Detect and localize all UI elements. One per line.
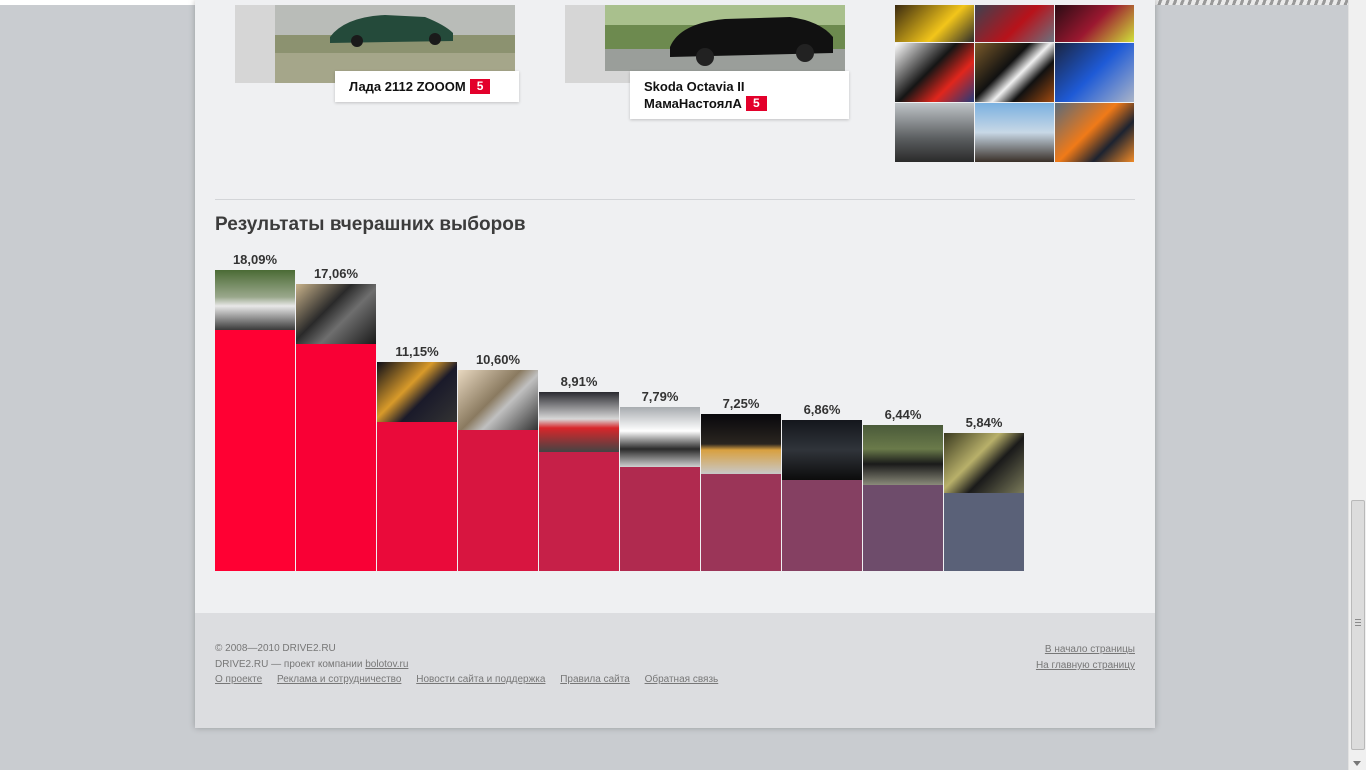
car-caption-lada[interactable]: Лада 2112 ZOOOM 5 — [335, 71, 519, 102]
rating-badge: 5 — [745, 96, 767, 111]
top-strip-pattern — [1040, 0, 1350, 5]
bar-fill — [458, 430, 538, 571]
footer-copyright: © 2008—2010 DRIVE2.RU — [215, 643, 336, 654]
mosaic-photo[interactable] — [895, 5, 974, 42]
grip-icon — [1355, 619, 1361, 626]
mosaic-photo[interactable] — [975, 5, 1054, 42]
mosaic-photo[interactable] — [975, 43, 1054, 102]
bar-car-photo[interactable] — [458, 370, 538, 430]
footer: © 2008—2010 DRIVE2.RU DRIVE2.RU — проект… — [195, 613, 1155, 728]
chart-bar-7[interactable]: 7,25% — [701, 394, 781, 571]
bar-percent-label: 7,25% — [722, 396, 760, 411]
footer-link-rules[interactable]: Правила сайта — [560, 674, 630, 685]
bar-percent-label: 17,06% — [313, 266, 359, 281]
footer-links: О проекте Реклама и сотрудничество Новос… — [215, 674, 730, 685]
chart-bar-5[interactable]: 8,91% — [539, 372, 619, 571]
bar-percent-label: 5,84% — [965, 415, 1003, 430]
chart-bar-3[interactable]: 11,15% — [377, 342, 457, 571]
chart-bar-6[interactable]: 7,79% — [620, 387, 700, 571]
bar-fill — [863, 485, 943, 571]
bolotov-link[interactable]: bolotov.ru — [365, 659, 409, 670]
bar-car-photo[interactable] — [377, 362, 457, 422]
footer-link-about[interactable]: О проекте — [215, 674, 263, 685]
scrollbar-thumb[interactable] — [1351, 500, 1365, 750]
bar-fill — [296, 344, 376, 571]
bar-fill — [782, 480, 862, 571]
bar-percent-label: 7,79% — [641, 389, 679, 404]
bar-percent-label: 6,86% — [803, 402, 841, 417]
chart-bar-4[interactable]: 10,60% — [458, 350, 538, 571]
footer-project-text: DRIVE2.RU — проект компании — [215, 659, 366, 670]
bar-fill — [944, 493, 1024, 571]
car-card-lada[interactable]: Лада 2112 ZOOOM 5 — [235, 5, 520, 108]
section-title: Результаты вчерашних выборов — [215, 214, 526, 235]
page-container: Лада 2112 ZOOOM 5 Skoda Octavia II МамаНа… — [195, 0, 1155, 728]
bar-fill — [215, 330, 295, 571]
mosaic-photo[interactable] — [1055, 103, 1134, 162]
results-chart: 18,09% 17,06% 11,15% 10,60% 8,91% 7,79% 7,25% 6… — [215, 250, 1035, 571]
chart-bar-1[interactable]: 18,09% — [215, 250, 295, 571]
bar-car-photo[interactable] — [215, 270, 295, 330]
footer-project: DRIVE2.RU — проект компании bolotov.ru — [215, 658, 408, 672]
bar-percent-label: 8,91% — [560, 374, 598, 389]
vertical-scrollbar[interactable] — [1348, 0, 1366, 770]
footer-link-ads[interactable]: Реклама и сотрудничество — [276, 674, 402, 685]
bar-percent-label: 10,60% — [475, 352, 521, 367]
bar-percent-label: 18,09% — [232, 252, 278, 267]
chart-bar-2[interactable]: 17,06% — [296, 264, 376, 571]
bar-car-photo[interactable] — [701, 414, 781, 474]
scroll-down-arrow-icon[interactable] — [1353, 761, 1361, 766]
footer-link-news[interactable]: Новости сайта и поддержка — [416, 674, 546, 685]
car-title-skoda[interactable]: Skoda Octavia II — [644, 79, 745, 94]
footer-link-feedback[interactable]: Обратная связь — [644, 674, 719, 685]
mosaic-photo[interactable] — [895, 103, 974, 162]
car-photo-skoda[interactable] — [565, 5, 845, 83]
photo-mosaic — [895, 5, 1135, 163]
bar-car-photo[interactable] — [620, 407, 700, 467]
chart-bar-9[interactable]: 6,44% — [863, 405, 943, 571]
bar-fill — [701, 474, 781, 571]
bar-car-photo[interactable] — [296, 284, 376, 344]
car-title-lada[interactable]: Лада 2112 ZOOOM — [349, 79, 466, 94]
bar-car-photo[interactable] — [539, 392, 619, 452]
bar-car-photo[interactable] — [944, 433, 1024, 493]
car-image-skoda — [605, 5, 845, 71]
mosaic-photo[interactable] — [1055, 5, 1134, 42]
mosaic-photo[interactable] — [975, 103, 1054, 162]
bar-percent-label: 6,44% — [884, 407, 922, 422]
bar-fill — [620, 467, 700, 571]
car-owner-skoda[interactable]: МамаНастоялА — [644, 96, 742, 111]
rating-badge: 5 — [469, 79, 491, 94]
chart-bar-10[interactable]: 5,84% — [944, 413, 1024, 571]
bar-car-photo[interactable] — [863, 425, 943, 485]
to-home-link[interactable]: На главную страницу — [1035, 660, 1135, 671]
chart-bar-8[interactable]: 6,86% — [782, 400, 862, 571]
bar-car-photo[interactable] — [782, 420, 862, 480]
car-caption-skoda[interactable]: Skoda Octavia II МамаНастоялА 5 — [630, 71, 849, 119]
mosaic-photo[interactable] — [1055, 43, 1134, 102]
to-top-link[interactable]: В начало страницы — [1044, 644, 1135, 655]
mosaic-photo[interactable] — [895, 43, 974, 102]
section-divider — [215, 199, 1135, 200]
bar-percent-label: 11,15% — [395, 344, 439, 359]
car-card-skoda[interactable]: Skoda Octavia II МамаНастоялА 5 — [565, 5, 850, 127]
bar-fill — [377, 422, 457, 571]
bar-fill — [539, 452, 619, 571]
